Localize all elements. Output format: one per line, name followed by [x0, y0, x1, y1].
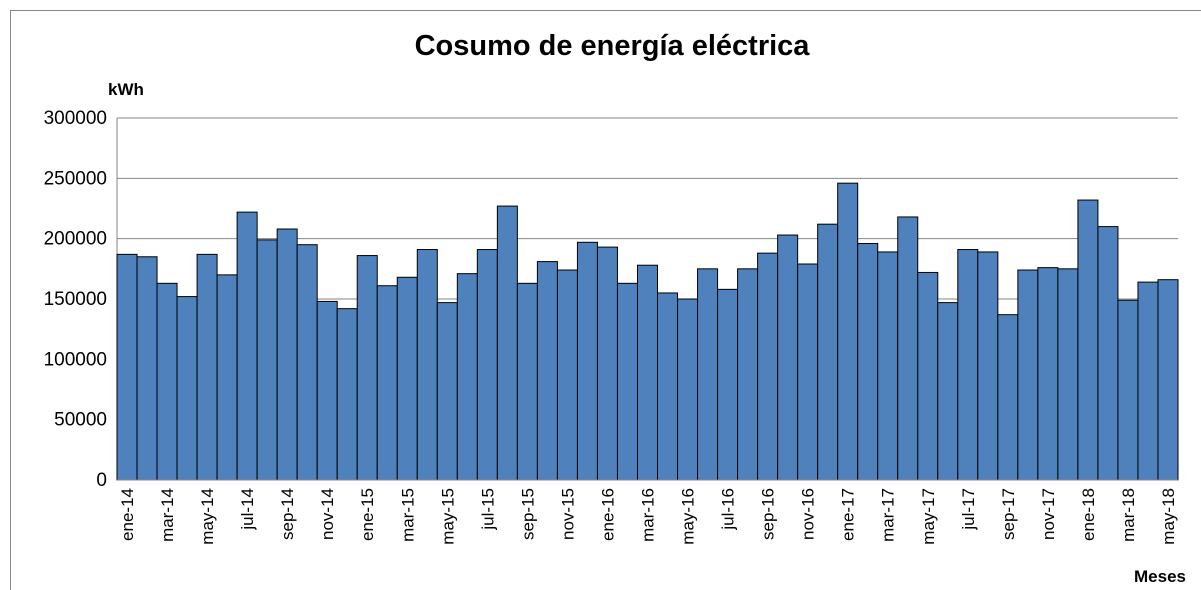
- bar: [336, 308, 358, 481]
- x-tick-label: mar-17: [879, 488, 898, 542]
- bar: [276, 228, 298, 481]
- bar: [376, 285, 398, 481]
- bar: [316, 300, 338, 481]
- bar: [616, 282, 638, 481]
- bar: [576, 241, 598, 481]
- x-tick-label: sep-17: [999, 488, 1018, 540]
- chart-title: Cosumo de energía eléctrica: [415, 30, 811, 62]
- bar: [436, 302, 458, 481]
- bar: [1037, 267, 1059, 481]
- bar: [196, 253, 218, 481]
- bar: [677, 298, 699, 481]
- x-tick-label: nov-17: [1039, 488, 1058, 540]
- x-tick-label: jul-16: [719, 488, 738, 531]
- bar: [596, 246, 618, 481]
- bar: [737, 268, 759, 481]
- bar: [897, 216, 919, 481]
- bar: [1057, 268, 1079, 481]
- bar: [216, 274, 238, 481]
- bar: [977, 251, 999, 481]
- bar: [857, 242, 879, 481]
- bar: [396, 276, 418, 481]
- x-tick-label: ene-15: [358, 488, 377, 541]
- x-tick-label: jul-15: [478, 488, 497, 531]
- x-tick-label: nov-15: [558, 488, 577, 540]
- x-tick-label: may-18: [1159, 488, 1178, 545]
- bar: [757, 252, 779, 481]
- x-tick-label: sep-14: [278, 488, 297, 540]
- bar: [717, 288, 739, 481]
- x-tick-label: may-17: [919, 488, 938, 545]
- y-tick-label: 50000: [54, 410, 107, 431]
- bar: [1077, 199, 1099, 481]
- bar: [917, 271, 939, 481]
- bar: [837, 182, 859, 481]
- x-tick-label: mar-14: [158, 488, 177, 542]
- y-tick-label: 200000: [44, 229, 107, 250]
- bar: [777, 234, 799, 481]
- bar: [556, 269, 578, 481]
- bar: [937, 302, 959, 481]
- bar: [657, 292, 679, 481]
- x-tick-label: mar-16: [639, 488, 658, 542]
- bar: [877, 251, 899, 481]
- chart-border: [10, 10, 1201, 590]
- bar: [236, 211, 258, 481]
- bar: [697, 268, 719, 481]
- bar: [1097, 226, 1119, 481]
- bar: [957, 249, 979, 481]
- bar: [156, 282, 178, 481]
- x-tick-label: jul-17: [959, 488, 978, 531]
- bar: [997, 314, 1019, 481]
- x-tick-label: nov-14: [318, 488, 337, 540]
- bar: [416, 249, 438, 481]
- bar: [636, 264, 659, 481]
- bar: [296, 244, 318, 481]
- bar: [536, 261, 558, 481]
- bar: [136, 256, 158, 481]
- x-tick-label: sep-15: [518, 488, 537, 540]
- bar: [356, 255, 378, 481]
- x-tick-label: sep-16: [759, 488, 778, 540]
- bar: [797, 263, 819, 481]
- x-tick-label: ene-14: [118, 488, 137, 541]
- y-tick-label: 100000: [44, 349, 107, 370]
- x-tick-label: may-15: [438, 488, 457, 545]
- y-axis-label: kWh: [108, 80, 144, 99]
- y-tick-label: 150000: [44, 289, 107, 310]
- bar: [817, 223, 839, 481]
- x-axis-label: Meses: [1134, 567, 1186, 586]
- x-tick-label: jul-14: [238, 488, 257, 531]
- y-tick-label: 0: [96, 470, 107, 491]
- y-tick-label: 250000: [44, 168, 107, 189]
- y-tick-label: 300000: [44, 108, 107, 129]
- x-tick-label: mar-18: [1119, 488, 1138, 542]
- x-tick-label: ene-17: [839, 488, 858, 541]
- bar: [1017, 269, 1039, 481]
- bar: [516, 282, 538, 481]
- bar: [1137, 281, 1159, 481]
- x-tick-label: mar-15: [398, 488, 417, 542]
- x-tick-label: nov-16: [799, 488, 818, 540]
- x-tick-label: ene-16: [598, 488, 617, 541]
- bar: [476, 249, 498, 481]
- x-tick-label: may-16: [679, 488, 698, 545]
- bar: [456, 273, 478, 481]
- x-tick-label: ene-18: [1079, 488, 1098, 541]
- x-tick-label: may-14: [198, 488, 217, 545]
- bar: [256, 239, 278, 481]
- bar: [1157, 279, 1179, 481]
- bar: [176, 296, 198, 481]
- bar: [496, 205, 518, 481]
- bar: [1117, 299, 1139, 481]
- bar: [116, 253, 138, 481]
